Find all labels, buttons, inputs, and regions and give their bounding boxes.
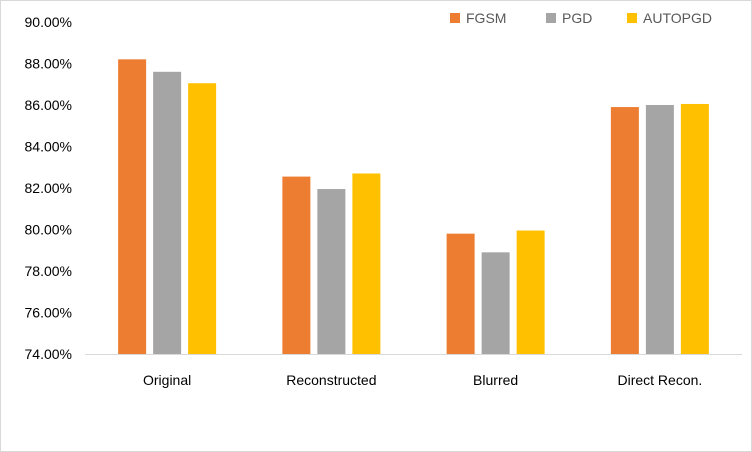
legend-swatch-fgsm xyxy=(450,13,460,23)
legend-swatch-pgd xyxy=(546,13,556,23)
y-tick-label: 76.00% xyxy=(25,305,72,321)
bar-autopgd-blurred xyxy=(516,230,545,354)
y-tick-label: 80.00% xyxy=(25,222,72,238)
bar-autopgd-original xyxy=(188,83,217,355)
x-tick-label: Original xyxy=(143,372,191,388)
y-tick-label: 78.00% xyxy=(25,263,72,279)
y-tick-label: 84.00% xyxy=(25,139,72,155)
bar-pgd-direct-recon xyxy=(645,105,674,354)
bar-fgsm-reconstructed xyxy=(282,176,311,354)
bar-autopgd-reconstructed xyxy=(352,173,381,354)
bar-pgd-original xyxy=(153,71,182,355)
bar-pgd-blurred xyxy=(481,252,510,354)
y-tick-label: 82.00% xyxy=(25,180,72,196)
x-tick-label: Direct Recon. xyxy=(617,372,702,388)
legend-label-fgsm: FGSM xyxy=(466,10,506,26)
legend-swatch-autopgd xyxy=(627,13,637,23)
bar-fgsm-blurred xyxy=(446,233,475,354)
y-tick-label: 88.00% xyxy=(25,56,72,72)
y-tick-label: 86.00% xyxy=(25,97,72,113)
bar-fgsm-direct-recon xyxy=(610,107,639,354)
bar-series xyxy=(118,59,709,355)
bar-pgd-reconstructed xyxy=(317,189,346,354)
y-axis-ticks: 74.00% 76.00% 78.00% 80.00% 82.00% 84.00% 86.0… xyxy=(25,14,72,362)
bar-fgsm-original xyxy=(118,59,147,354)
x-tick-label: Reconstructed xyxy=(286,372,376,388)
x-axis-ticks: Original Reconstructed Blurred Direct Recon… xyxy=(143,372,702,388)
legend: FGSM PGD AUTOPGD xyxy=(450,10,712,26)
legend-label-autopgd: AUTOPGD xyxy=(643,10,712,26)
y-tick-label: 74.00% xyxy=(25,346,72,362)
legend-label-pgd: PGD xyxy=(562,10,592,26)
bar-autopgd-direct-recon xyxy=(680,103,709,355)
y-tick-label: 90.00% xyxy=(25,14,72,30)
x-tick-label: Blurred xyxy=(473,372,518,388)
